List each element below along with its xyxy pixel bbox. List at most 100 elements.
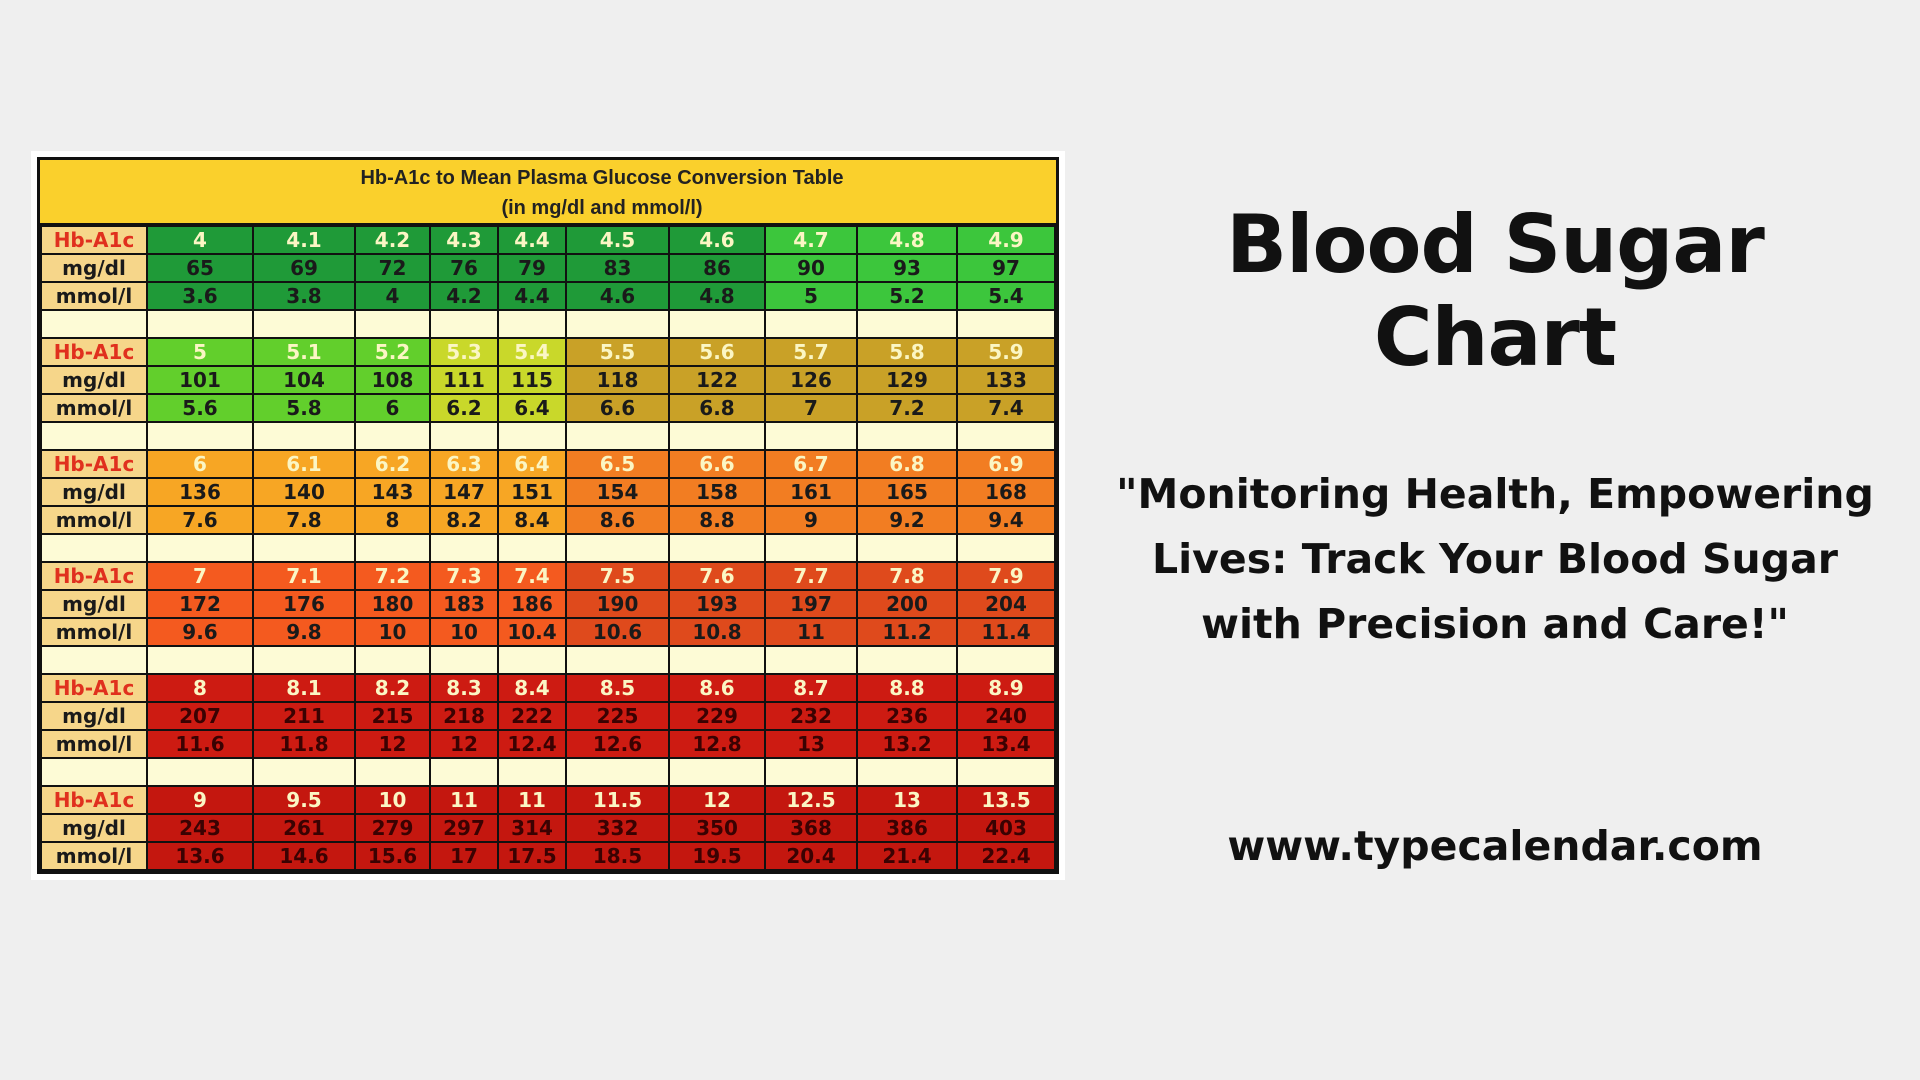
hb-cell: 8.4	[497, 673, 567, 703]
spacer-cell	[856, 309, 958, 339]
table-row-hb: Hb-A1c 6 6.1 6.2 6.3 6.4 6.5 6.6 6.7 6.8 6.9	[40, 449, 1056, 479]
hb-cell: 4.9	[956, 225, 1056, 255]
spacer-cell	[956, 645, 1056, 675]
mmol-cell: 17.5	[497, 841, 567, 871]
hb-cell: 6.3	[429, 449, 499, 479]
mgdl-cell: 222	[497, 701, 567, 731]
hb-cell: 5.8	[856, 337, 958, 367]
mgdl-cell: 90	[764, 253, 858, 283]
spacer-cell	[146, 645, 254, 675]
hb-cell: 13.5	[956, 785, 1056, 815]
spacer-cell	[146, 309, 254, 339]
row-label: mmol/l	[40, 505, 148, 535]
mmol-cell: 9.6	[146, 617, 254, 647]
mmol-cell: 21.4	[856, 841, 958, 871]
mmol-cell: 9.2	[856, 505, 958, 535]
mgdl-cell: 200	[856, 589, 958, 619]
mmol-cell: 9.4	[956, 505, 1056, 535]
mgdl-cell: 126	[764, 365, 858, 395]
hb-cell: 6.5	[565, 449, 670, 479]
mgdl-cell: 93	[856, 253, 958, 283]
spacer-cell	[252, 645, 356, 675]
spacer-cell	[764, 533, 858, 563]
mmol-cell: 4.8	[668, 281, 766, 311]
hb-cell: 8.8	[856, 673, 958, 703]
spacer-cell	[956, 533, 1056, 563]
mmol-cell: 12.8	[668, 729, 766, 759]
spacer-cell	[354, 645, 431, 675]
mgdl-cell: 133	[956, 365, 1056, 395]
hb-cell: 4.2	[354, 225, 431, 255]
spacer-cell	[40, 645, 148, 675]
table-row-mmol: mmol/l 5.6 5.8 6 6.2 6.4 6.6 6.8 7 7.2 7.4	[40, 393, 1056, 423]
mgdl-cell: 207	[146, 701, 254, 731]
hb-cell: 4.7	[764, 225, 858, 255]
mmol-cell: 4.4	[497, 281, 567, 311]
spacer-cell	[252, 757, 356, 787]
spacer-cell	[668, 645, 766, 675]
mmol-cell: 11	[764, 617, 858, 647]
table-row-mmol: mmol/l 7.6 7.8 8 8.2 8.4 8.6 8.8 9 9.2 9.4	[40, 505, 1056, 535]
mgdl-cell: 108	[354, 365, 431, 395]
hb-cell: 8.9	[956, 673, 1056, 703]
tagline-line: "Monitoring Health, Empowering	[1116, 470, 1874, 518]
mmol-cell: 7.4	[956, 393, 1056, 423]
table-row-hb: Hb-A1c 5 5.1 5.2 5.3 5.4 5.5 5.6 5.7 5.8 5.9	[40, 337, 1056, 367]
spacer-cell	[856, 645, 958, 675]
mmol-cell: 7	[764, 393, 858, 423]
spacer-cell	[956, 421, 1056, 451]
spacer-cell	[565, 309, 670, 339]
hb-cell: 12	[668, 785, 766, 815]
hb-cell: 6.8	[856, 449, 958, 479]
mgdl-cell: 279	[354, 813, 431, 843]
spacer-cell	[565, 533, 670, 563]
table-title: Hb-A1c to Mean Plasma Glucose Conversion…	[360, 167, 844, 189]
mgdl-cell: 154	[565, 477, 670, 507]
spacer-cell	[146, 533, 254, 563]
mgdl-cell: 65	[146, 253, 254, 283]
mmol-cell: 20.4	[764, 841, 858, 871]
mgdl-cell: 350	[668, 813, 766, 843]
mgdl-cell: 218	[429, 701, 499, 731]
row-label: mmol/l	[40, 393, 148, 423]
mgdl-cell: 86	[668, 253, 766, 283]
spacer-cell	[764, 421, 858, 451]
hb-cell: 7	[146, 561, 254, 591]
spacer-cell	[354, 757, 431, 787]
hb-cell: 5.7	[764, 337, 858, 367]
row-label: mg/dl	[40, 253, 148, 283]
mgdl-cell: 129	[856, 365, 958, 395]
hb-cell: 5.6	[668, 337, 766, 367]
hb-cell: 12.5	[764, 785, 858, 815]
table-row-mgdl: mg/dl 101 104 108 111 115 118 122 126 129 133	[40, 365, 1056, 395]
row-label: mmol/l	[40, 841, 148, 871]
hb-cell: 7.3	[429, 561, 499, 591]
mmol-cell: 6.4	[497, 393, 567, 423]
spacer-row	[40, 533, 1056, 563]
mmol-cell: 8.4	[497, 505, 567, 535]
hb-cell: 4.3	[429, 225, 499, 255]
spacer-cell	[956, 309, 1056, 339]
spacer-row	[40, 757, 1056, 787]
mmol-cell: 13.2	[856, 729, 958, 759]
mmol-cell: 8.6	[565, 505, 670, 535]
hb-cell: 6.2	[354, 449, 431, 479]
spacer-cell	[40, 309, 148, 339]
spacer-cell	[40, 757, 148, 787]
hb-cell: 4.8	[856, 225, 958, 255]
mgdl-cell: 72	[354, 253, 431, 283]
hb-cell: 4.4	[497, 225, 567, 255]
hb-cell: 5.1	[252, 337, 356, 367]
mmol-cell: 15.6	[354, 841, 431, 871]
mgdl-cell: 122	[668, 365, 766, 395]
hb-cell: 6.9	[956, 449, 1056, 479]
spacer-row	[40, 645, 1056, 675]
mmol-cell: 11.8	[252, 729, 356, 759]
mgdl-cell: 211	[252, 701, 356, 731]
table-row-mgdl: mg/dl 65 69 72 76 79 83 86 90 93 97	[40, 253, 1056, 283]
mmol-cell: 10.4	[497, 617, 567, 647]
mgdl-cell: 151	[497, 477, 567, 507]
spacer-cell	[668, 309, 766, 339]
mmol-cell: 4	[354, 281, 431, 311]
mgdl-cell: 172	[146, 589, 254, 619]
